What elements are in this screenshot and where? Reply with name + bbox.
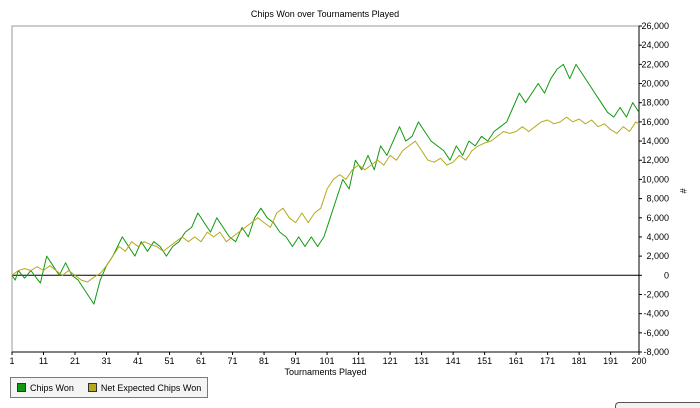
plot-area xyxy=(11,25,640,353)
legend-swatch-net-expected xyxy=(87,383,97,392)
y-tick-label: 26,000 xyxy=(641,21,669,31)
y-tick-label: 8,000 xyxy=(646,194,669,204)
legend-label-chips-won: Chips Won xyxy=(30,382,74,393)
y-tick-label: 6,000 xyxy=(646,213,669,223)
x-tick-label: 181 xyxy=(572,356,587,366)
x-tick-label: 111 xyxy=(352,356,366,366)
y-tick-label: 10,000 xyxy=(641,174,669,184)
x-tick-label: 71 xyxy=(228,356,238,366)
x-tick-label: 51 xyxy=(165,356,175,366)
x-tick-label: 81 xyxy=(259,356,269,366)
y-tick-label: 14,000 xyxy=(641,136,669,146)
y-tick-label: -8,000 xyxy=(643,347,669,357)
y-tick-label: 4,000 xyxy=(646,232,669,242)
y-tick-label: 24,000 xyxy=(641,40,669,50)
y-tick-label: 20,000 xyxy=(641,79,669,89)
x-tick-label: 171 xyxy=(540,356,555,366)
x-tick-label: 11 xyxy=(39,356,48,366)
x-tick-label: 151 xyxy=(477,356,492,366)
chart-title: Chips Won over Tournaments Played xyxy=(250,9,400,19)
y-tick-label: 16,000 xyxy=(641,117,669,127)
y-tick-label: 12,000 xyxy=(641,155,669,165)
y-tick-label: -6,000 xyxy=(643,328,669,338)
x-tick-label: 21 xyxy=(70,356,80,366)
x-tick-label: 141 xyxy=(446,356,461,366)
legend-swatch-chips-won xyxy=(17,383,26,392)
x-tick-label: 131 xyxy=(414,356,429,366)
x-tick-label: 31 xyxy=(102,356,112,366)
series-line-net-expected xyxy=(11,116,640,283)
x-tick-label: 61 xyxy=(196,356,206,366)
x-ticks: 1 11 21 31 41 51 61 71 81 91 101 111 121 131 141 151 161… xyxy=(9,352,647,366)
series-group xyxy=(11,63,640,305)
y-axis-label: # xyxy=(678,188,688,193)
y-tick-label: 2,000 xyxy=(646,251,669,261)
x-tick-label: 1 xyxy=(9,356,14,366)
x-axis-label: Tournaments Played xyxy=(284,367,366,377)
x-tick-label: 191 xyxy=(603,356,618,366)
x-tick-label: 91 xyxy=(291,356,301,366)
legend-label-net-expected: Net Expected Chips Won xyxy=(100,382,202,393)
y-tick-label: -4,000 xyxy=(643,309,669,319)
y-tick-label: 18,000 xyxy=(641,98,669,108)
y-tick-label: 0 xyxy=(664,270,669,280)
y-tick-label: 22,000 xyxy=(641,59,669,69)
y-ticks: -8,000 -6,000 -4,000 -2,000 0 2,000 4,000 6,000… xyxy=(639,21,669,357)
x-tick-label: 161 xyxy=(509,356,524,366)
resize-handle[interactable] xyxy=(615,402,700,408)
x-tick-label: 121 xyxy=(383,356,398,366)
legend-item-net-expected[interactable]: Net Expected Chips Won xyxy=(87,382,202,393)
y-tick-label: -2,000 xyxy=(643,289,669,299)
x-tick-label: 101 xyxy=(320,356,335,366)
legend: Chips Won Net Expected Chips Won xyxy=(10,377,209,398)
x-tick-label: 41 xyxy=(133,356,143,366)
legend-item-chips-won[interactable]: Chips Won xyxy=(17,383,74,393)
x-tick-label: 200 xyxy=(631,356,646,366)
